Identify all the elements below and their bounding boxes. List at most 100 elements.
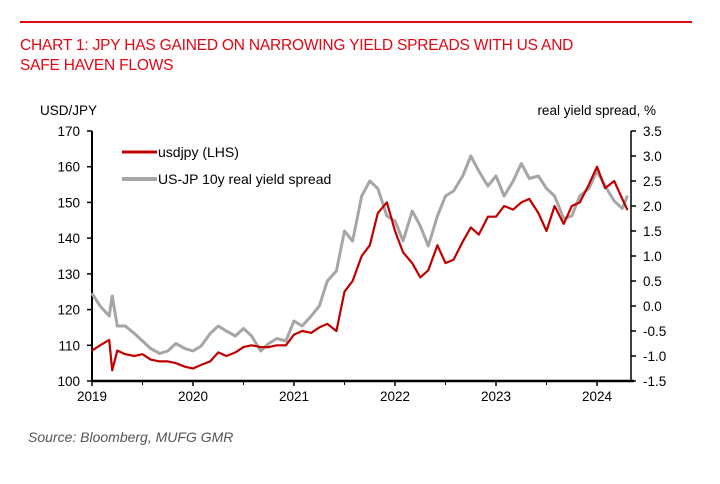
spread-point	[394, 220, 396, 222]
spread-point	[175, 342, 177, 345]
usdjpy-point	[209, 360, 211, 363]
spread-point	[427, 245, 430, 247]
spread-point	[124, 325, 127, 327]
usdjpy-point	[192, 367, 194, 370]
usdjpy-point	[427, 269, 430, 272]
left-tick-label: 130	[57, 267, 80, 282]
right-tick-label: 1.0	[643, 249, 662, 264]
usdjpy-point	[377, 212, 379, 214]
spread-point	[343, 230, 346, 232]
usdjpy-point	[133, 355, 136, 357]
spread-point	[528, 177, 531, 180]
spread-point	[520, 162, 523, 165]
usdjpy-point	[528, 198, 531, 200]
usdjpy-point	[394, 230, 396, 232]
x-tick-label: 2023	[481, 389, 511, 404]
spread-point	[242, 327, 245, 330]
usdjpy-point	[621, 198, 624, 200]
usdjpy-point	[436, 244, 439, 247]
left-tick-label: 150	[57, 195, 80, 210]
legend: usdjpy (LHS) US-JP 10y real yield spread	[122, 144, 331, 187]
spread-point	[285, 340, 287, 342]
spread-point	[487, 185, 489, 187]
usdjpy-point	[360, 255, 363, 257]
usdjpy-point	[613, 180, 615, 182]
spread-point	[537, 175, 540, 177]
right-tick-label: 2.0	[643, 199, 662, 214]
x-tick-label: 2020	[178, 389, 208, 404]
spread-point	[217, 325, 220, 327]
spread-point	[369, 180, 371, 182]
spread-point	[626, 195, 629, 197]
usdjpy-point	[470, 226, 472, 229]
usdjpy-point	[200, 364, 202, 366]
usdjpy-point	[242, 346, 245, 348]
spread-point	[234, 335, 237, 337]
usdjpy-point	[588, 183, 590, 186]
usdjpy-point	[149, 358, 152, 361]
usdjpy-point	[326, 323, 329, 325]
left-tick-label: 170	[57, 124, 80, 139]
spread-point	[553, 195, 556, 197]
spread-point	[470, 155, 472, 157]
usdjpy-point	[386, 201, 388, 204]
usdjpy-point	[444, 262, 447, 264]
x-tick-label: 2022	[380, 389, 410, 404]
right-tick-label: 2.5	[643, 174, 662, 189]
spread-point	[461, 175, 464, 177]
usdjpy-point	[512, 208, 514, 211]
usdjpy-point	[141, 353, 144, 356]
usdjpy-point	[495, 215, 497, 218]
usdjpy-point	[234, 351, 237, 354]
usdjpy-point	[111, 369, 113, 372]
x-tick-label: 2021	[279, 389, 309, 404]
title-rule	[20, 21, 692, 23]
legend-label-usdjpy: usdjpy (LHS)	[158, 144, 239, 160]
spread-point	[335, 270, 338, 272]
chart-title: CHART 1: JPY HAS GAINED ON NARROWING YIE…	[20, 36, 700, 76]
usdjpy-point	[626, 208, 629, 211]
usdjpy-point	[604, 187, 606, 189]
axes: 100 110 120 130 140 150 160 170 -1.5 -1.0 -0.5 0.0 0…	[57, 124, 666, 404]
left-tick-label: 120	[57, 303, 80, 318]
usdjpy-point	[175, 362, 177, 364]
series-group	[90, 154, 629, 372]
spread-point	[571, 215, 573, 217]
usdjpy-point	[411, 262, 414, 264]
usdjpy-point	[124, 353, 127, 356]
spread-point	[503, 195, 505, 197]
spread-point	[621, 207, 624, 210]
spread-point	[452, 190, 455, 192]
spread-point	[116, 325, 119, 327]
usdjpy-point	[108, 339, 110, 341]
spread-point	[579, 195, 581, 197]
spread-point	[108, 315, 110, 317]
usdjpy-point	[579, 201, 581, 204]
spread-point	[133, 332, 136, 335]
right-tick-label: 1.5	[643, 224, 662, 239]
spread-point	[402, 240, 404, 242]
spread-point	[200, 345, 202, 347]
usdjpy-point	[167, 360, 169, 363]
spread-point	[562, 217, 565, 220]
spread-point	[250, 335, 253, 337]
usdjpy-point	[318, 326, 321, 329]
right-axis-title: real yield spread, %	[537, 103, 656, 118]
spread-point	[386, 215, 388, 217]
spread-point	[318, 305, 321, 307]
left-tick-label: 140	[57, 231, 80, 246]
spread-point	[588, 187, 590, 190]
spread-point	[91, 292, 93, 295]
usdjpy-point	[158, 360, 161, 363]
spread-point	[512, 180, 514, 182]
left-tick-label: 100	[57, 374, 80, 389]
left-tick-label: 110	[58, 338, 80, 353]
spread-point	[613, 200, 615, 202]
usdjpy-point	[402, 251, 404, 254]
usdjpy-point	[250, 344, 253, 347]
spread-point	[411, 210, 414, 212]
spread-point	[111, 295, 113, 297]
usdjpy-point	[116, 349, 119, 352]
x-tick-label: 2024	[582, 389, 613, 404]
usdjpy-point	[369, 244, 371, 247]
